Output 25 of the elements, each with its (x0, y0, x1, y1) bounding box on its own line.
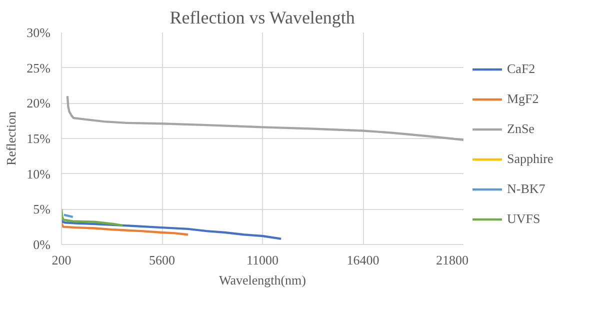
line-series (66, 95, 464, 142)
x-tick-label: 5600 (149, 252, 175, 268)
y-tick-label: 5% (33, 202, 51, 217)
x-tick-label: 200 (52, 252, 72, 268)
x-tick-label: 21800 (436, 252, 468, 268)
chart-title: Reflection vs Wavelength (170, 8, 355, 28)
legend-label: UVFS (507, 211, 540, 227)
y-tick-label: 10% (26, 166, 51, 182)
line-series (62, 208, 124, 227)
x-tick-label: 16400 (346, 252, 380, 268)
legend-label: Sapphire (507, 151, 554, 167)
legend-label: N-BK7 (507, 181, 546, 197)
line-series (62, 218, 282, 240)
y-tick-label: 30% (26, 25, 51, 40)
legend-label: CaF2 (507, 61, 536, 77)
y-tick-label: 15% (26, 131, 51, 146)
x-tick-label: 11000 (246, 252, 279, 268)
legend-label: ZnSe (507, 121, 534, 137)
line-series (62, 222, 190, 236)
y-tick-label: 25% (26, 60, 51, 76)
x-axis-title: Wavelength(nm) (218, 272, 306, 288)
y-tick-label: 0% (33, 237, 51, 252)
y-axis-title: Reflection (4, 110, 19, 166)
legend-label: MgF2 (507, 91, 539, 107)
y-tick-label: 20% (26, 96, 51, 111)
